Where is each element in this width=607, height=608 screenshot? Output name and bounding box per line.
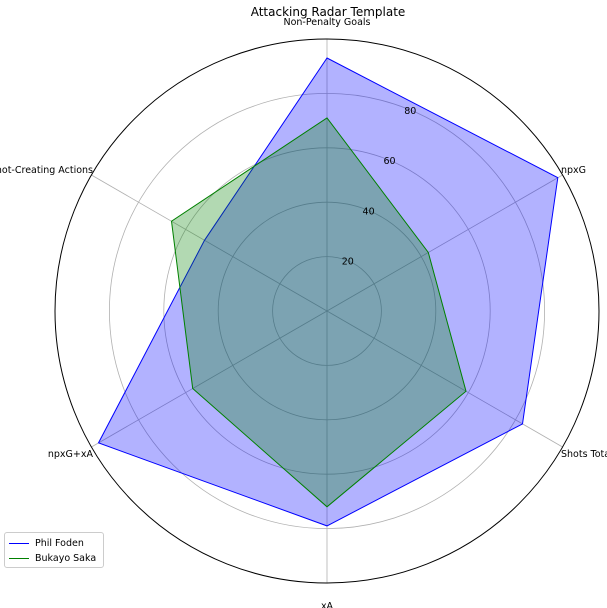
radar-grid [54, 38, 600, 584]
legend-label-series-0: Phil Foden [35, 538, 84, 549]
radial-tick-label-1: 40 [363, 207, 375, 218]
radial-tick-label-2: 60 [383, 156, 395, 167]
chart-legend: Phil Foden Bukayo Saka [4, 532, 104, 568]
legend-label-series-1: Bukayo Saka [35, 553, 97, 564]
axis-label-5: Shot-Creating Actions [0, 165, 93, 176]
series-polygon-0 [97, 57, 559, 527]
radial-tick-label-3: 80 [404, 106, 416, 117]
grid-spoke-5 [91, 174, 328, 312]
radar-series [97, 57, 559, 527]
axis-label-0: Non-Penalty Goals [283, 17, 370, 28]
radar-frame [54, 38, 600, 584]
chart-title: Attacking Radar Template [251, 5, 406, 19]
legend-swatch-series-1 [9, 558, 29, 559]
axis-label-4: npxG+xA [48, 449, 94, 460]
axis-label-2: Shots Total [561, 449, 607, 460]
legend-item-series-1: Bukayo Saka [9, 551, 99, 566]
legend-swatch-series-0 [9, 543, 29, 544]
series-polygon-1 [170, 117, 467, 508]
legend-item-series-0: Phil Foden [9, 536, 99, 551]
grid-spoke-4 [91, 310, 328, 448]
axis-label-1: npxG [561, 165, 586, 176]
radial-tick-label-0: 20 [342, 257, 354, 268]
axis-label-3: xA [321, 601, 334, 608]
grid-spoke-2 [326, 310, 563, 448]
radar-labels: 20 40 60 80 Non-Penalty Goals npxG Shots Total… [0, 17, 607, 608]
grid-spoke-1 [326, 174, 563, 312]
